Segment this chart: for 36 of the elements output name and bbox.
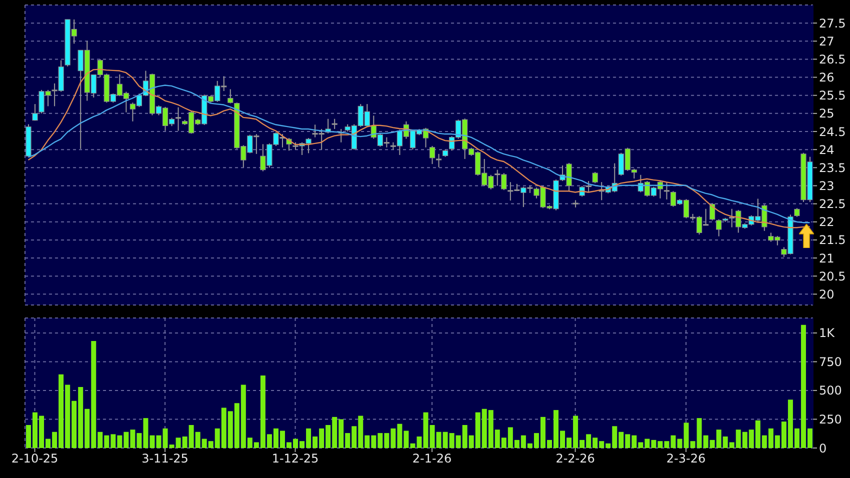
y-tick-label: 23 <box>819 178 834 193</box>
y-tick-label: 26.5 <box>819 52 846 66</box>
candlestick <box>664 182 670 200</box>
candlestick <box>32 104 38 122</box>
y-tick-label: 22.5 <box>819 197 846 212</box>
y-tick-label: 250 <box>819 412 842 426</box>
y-tick-label: 20 <box>819 287 834 302</box>
y-tick-label: 21 <box>819 251 834 266</box>
y-tick-label: 21.5 <box>819 233 846 248</box>
candlestick <box>429 145 436 165</box>
y-tick-label: 24.5 <box>819 124 846 139</box>
x-tick-label: 1-12-25 <box>272 452 319 466</box>
y-tick-label: 25.5 <box>819 88 846 103</box>
x-tick-label: 2-1-26 <box>412 452 452 466</box>
x-tick-label: 2-3-26 <box>666 452 706 466</box>
y-tick-label: 26 <box>819 70 834 85</box>
candlestick <box>592 171 598 184</box>
candlestick <box>332 118 338 130</box>
candlestick <box>228 88 234 104</box>
x-tick-label: 2-2-26 <box>556 452 595 466</box>
y-tick-label: 23.5 <box>819 160 846 175</box>
y-tick-label: 0 <box>819 441 827 456</box>
y-tick-label: 27 <box>819 34 834 48</box>
y-tick-label: 20.5 <box>819 269 846 284</box>
candlestick <box>175 106 182 132</box>
candlestick <box>436 153 442 168</box>
y-tick-label: 750 <box>819 354 842 369</box>
y-tick-label: 24 <box>819 142 834 157</box>
x-tick-label: 2-10-25 <box>11 452 58 466</box>
y-tick-label: 25 <box>819 106 834 121</box>
y-tick-label: 22 <box>819 215 834 230</box>
y-tick-label: 500 <box>819 384 842 398</box>
x-tick-label: 3-11-25 <box>142 452 188 466</box>
y-tick-label: 1K <box>819 326 836 340</box>
y-tick-label: 27.5 <box>819 16 846 30</box>
candlestick <box>586 180 592 193</box>
